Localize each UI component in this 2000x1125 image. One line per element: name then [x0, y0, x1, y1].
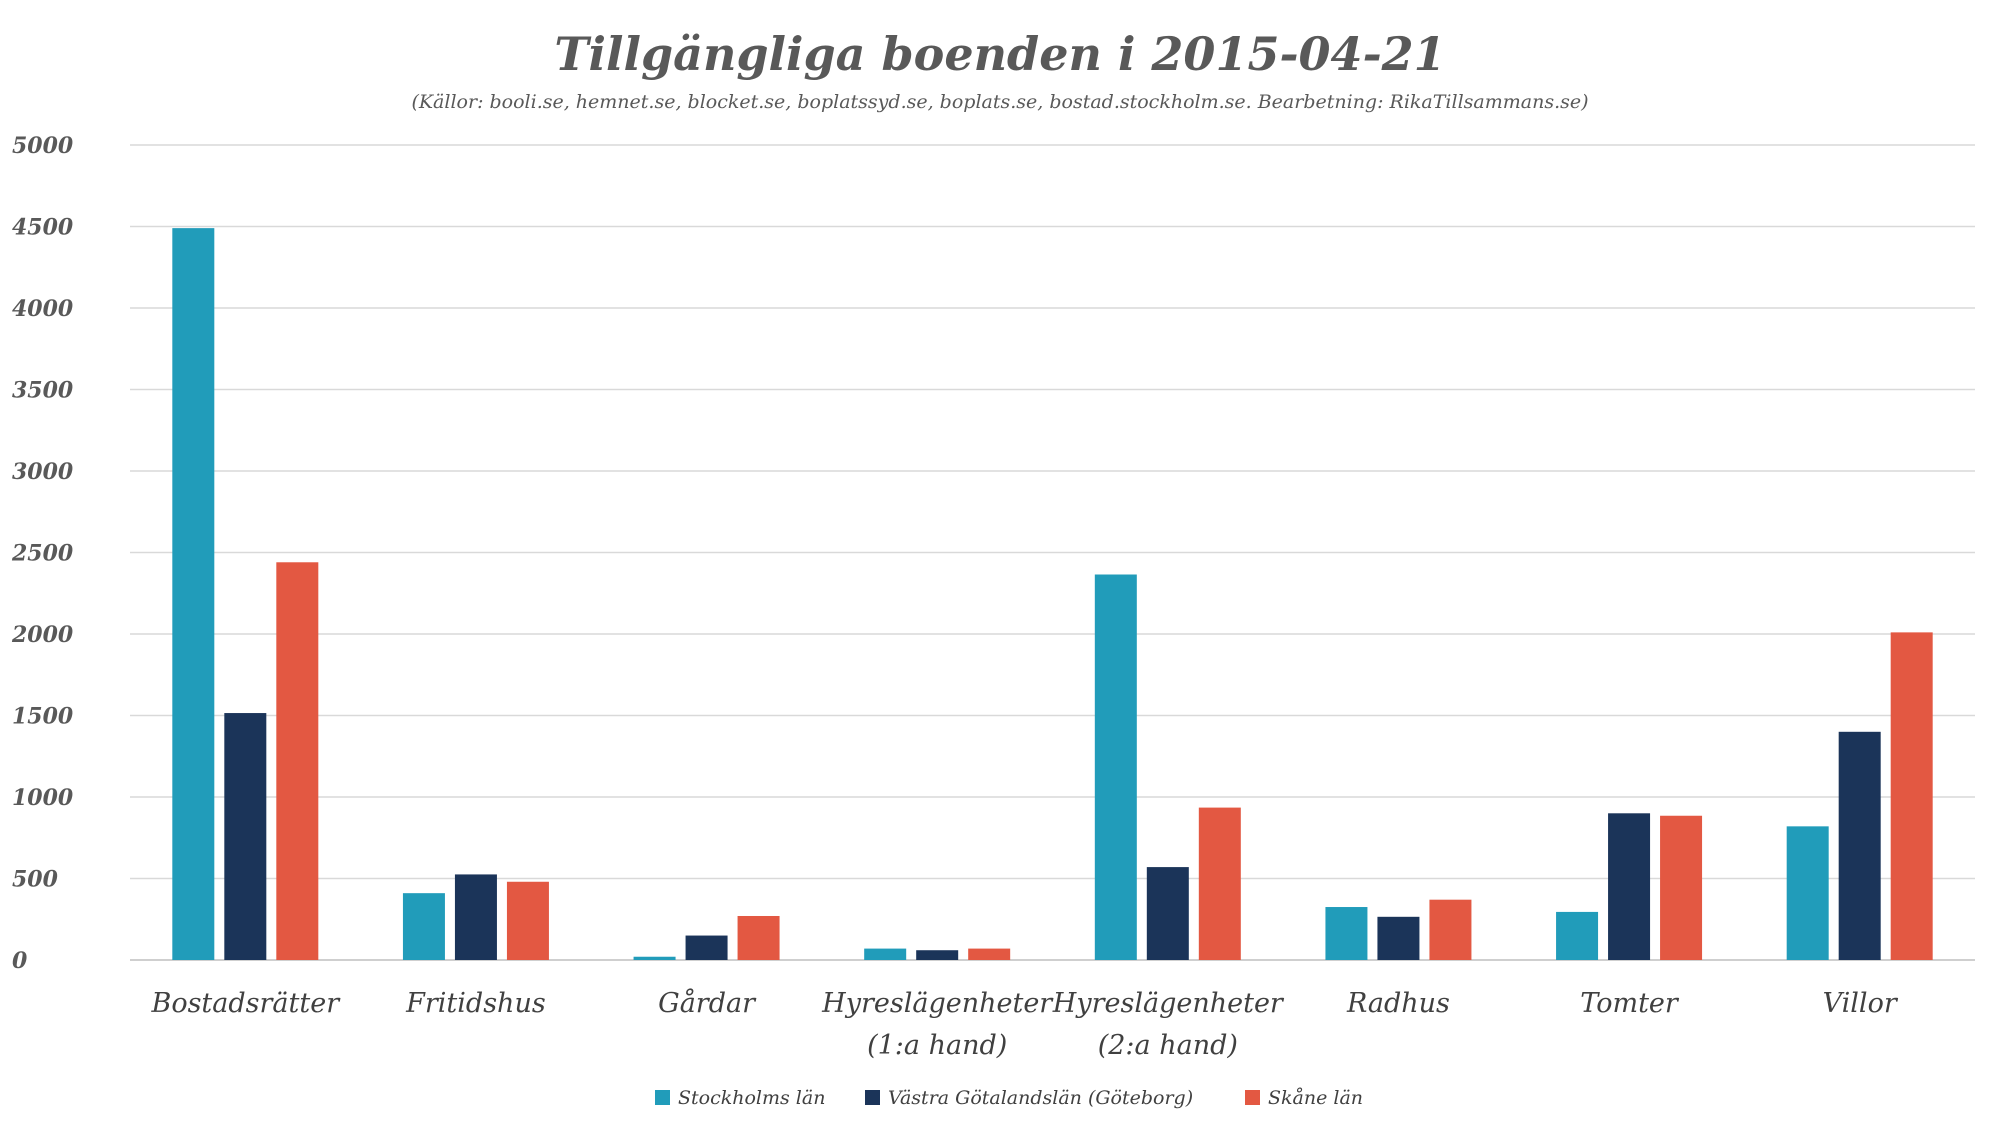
y-tick-label: 500	[12, 867, 59, 893]
bar	[506, 881, 549, 960]
y-tick-label: 2000	[11, 622, 74, 648]
legend-swatch	[655, 1090, 670, 1105]
x-tick-label: Hyreslägenheter	[821, 988, 1054, 1019]
bar	[633, 956, 676, 960]
y-tick-label: 3500	[12, 378, 74, 404]
bar	[968, 948, 1011, 960]
y-tick-label: 1500	[12, 704, 74, 730]
bar	[454, 874, 497, 960]
legend-label: Västra Götalandslän (Göteborg)	[888, 1087, 1193, 1109]
bar	[276, 562, 319, 960]
x-tick-label: Fritidshus	[405, 988, 546, 1019]
x-tick-label: Hyreslägenheter	[1052, 988, 1285, 1019]
y-tick-label: 1000	[12, 785, 74, 811]
bar	[1094, 574, 1137, 960]
x-tick-label: Villor	[1823, 988, 1899, 1019]
bar	[737, 915, 780, 960]
x-tick-label: Radhus	[1346, 988, 1450, 1019]
y-tick-label: 2500	[11, 541, 74, 567]
bar	[1890, 632, 1933, 960]
gridlines	[130, 144, 1975, 961]
bar	[1325, 907, 1368, 960]
x-tick-label: Gårdar	[658, 987, 757, 1019]
bar	[1377, 916, 1420, 960]
x-tick-label: (2:a hand)	[1098, 1030, 1238, 1061]
bar	[864, 948, 907, 960]
bar	[1198, 807, 1241, 960]
bar	[1146, 867, 1189, 960]
y-axis-ticks: 0 500 1000 1500 2000 2500 3000 3500 4000 4500 5000	[11, 133, 74, 974]
bar	[172, 228, 215, 960]
legend-swatch	[865, 1090, 880, 1105]
bar	[1429, 899, 1472, 960]
bar	[1660, 815, 1703, 960]
legend-label: Skåne län	[1268, 1087, 1363, 1109]
bar	[1556, 911, 1599, 960]
chart-title: Tillgängliga boenden i 2015-04-21	[554, 27, 1445, 81]
y-tick-label: 0	[12, 948, 28, 974]
x-axis-ticks: Bostadsrätter Fritidshus Gårdar Hyreslägenh…	[150, 987, 1898, 1061]
bar	[1838, 731, 1881, 960]
bars	[172, 228, 1933, 960]
bar	[685, 935, 728, 960]
y-tick-label: 4500	[12, 215, 74, 241]
x-tick-label: Tomter	[1580, 988, 1680, 1019]
bar	[916, 950, 959, 960]
y-tick-label: 4000	[12, 296, 74, 322]
legend: Stockholms län Västra Götalandslän (Göteb…	[655, 1087, 1363, 1109]
bar	[1608, 813, 1651, 960]
legend-label: Stockholms län	[678, 1087, 825, 1109]
x-tick-label: Bostadsrätter	[150, 988, 341, 1019]
bar	[224, 713, 267, 960]
bar	[402, 893, 445, 960]
y-tick-label: 5000	[12, 133, 74, 159]
legend-swatch	[1245, 1090, 1260, 1105]
y-tick-label: 3000	[12, 459, 74, 485]
x-tick-label: (1:a hand)	[867, 1030, 1007, 1061]
bar	[1786, 826, 1829, 960]
chart-subtitle: (Källor: booli.se, hemnet.se, blocket.se…	[411, 91, 1588, 113]
